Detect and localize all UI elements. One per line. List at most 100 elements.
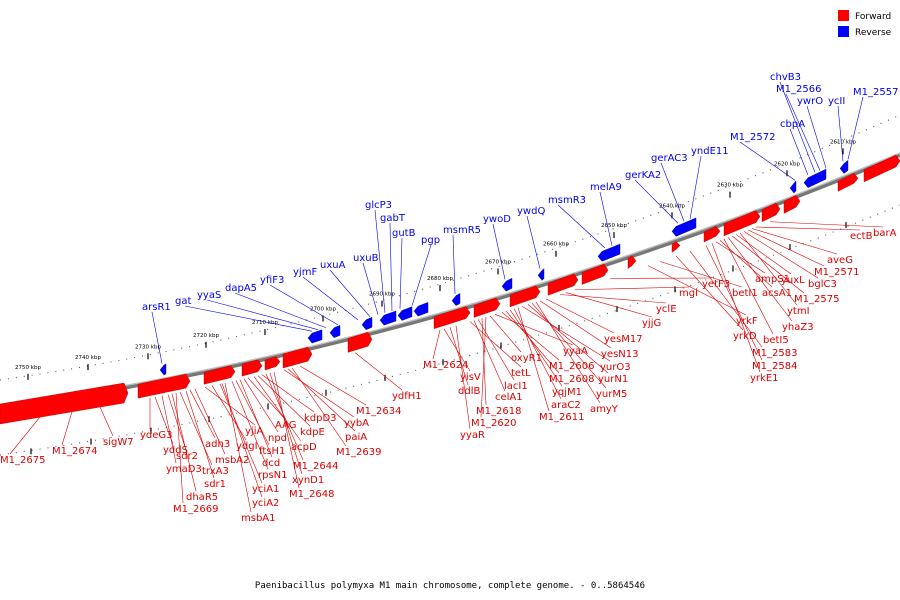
reverse-leader-line — [779, 81, 816, 173]
forward-gene-label: M1_2571 — [814, 267, 859, 278]
forward-gene-label: trxA3 — [202, 466, 229, 477]
forward-gene-label: yuxL — [781, 275, 805, 286]
forward-leader-line — [723, 238, 774, 335]
forward-leader-line — [161, 395, 177, 464]
reverse-gene-label: gutB — [392, 228, 416, 239]
forward-leader-line — [477, 319, 515, 381]
forward-leader-line — [189, 389, 216, 439]
forward-leader-line — [235, 380, 270, 446]
forward-gene-block — [761, 202, 781, 223]
tick-label: 2720 kbp — [193, 333, 219, 339]
legend-reverse-label: Reverse — [855, 28, 892, 38]
legend-reverse-swatch — [838, 26, 849, 37]
forward-gene-label: ftsH1 — [259, 446, 285, 457]
reverse-gene-block — [597, 243, 621, 262]
reverse-gene-block — [307, 329, 323, 344]
forward-leader-line — [659, 261, 743, 288]
forward-leader-line — [755, 226, 861, 231]
forward-gene-label: mgl — [679, 288, 698, 299]
reverse-leader-line — [526, 215, 541, 269]
forward-leader-line — [494, 314, 574, 346]
forward-gene-label: betI5 — [763, 335, 789, 346]
reverse-gene-label: ywoD — [483, 214, 511, 225]
forward-leader-line — [521, 305, 611, 362]
forward-gene-label: msbA1 — [241, 513, 276, 524]
forward-leader-line — [739, 232, 798, 306]
reverse-gene-label: ywdQ — [517, 206, 545, 217]
reverse-gene-label: yjmF — [293, 267, 317, 278]
forward-gene-label: amyY — [590, 404, 619, 415]
forward-gene-label: ydfH1 — [392, 391, 422, 402]
forward-gene-block — [203, 365, 236, 385]
reverse-leader-line — [411, 244, 432, 306]
tick-label: 2690 kbp — [369, 292, 395, 298]
leader-lines — [9, 81, 884, 513]
forward-leader-line — [283, 369, 355, 418]
forward-leader-line — [711, 243, 761, 373]
reverse-gene-label: gerKA2 — [625, 170, 661, 181]
legend-forward-label: Forward — [855, 12, 891, 22]
forward-gene-label: M1_2675 — [0, 455, 45, 466]
forward-gene-label: ytmI — [787, 306, 810, 317]
reverse-gene-block — [671, 217, 697, 237]
forward-gene-label: AAG — [275, 420, 297, 431]
forward-leader-line — [291, 367, 347, 447]
forward-gene-block — [863, 154, 900, 183]
forward-gene-label: yddS — [163, 445, 188, 456]
forward-leader-line — [473, 320, 506, 392]
forward-leader-line — [99, 406, 114, 437]
legend-forward-swatch — [838, 10, 849, 21]
forward-gene-label: ydeG3 — [140, 430, 173, 441]
forward-leader-line — [449, 327, 469, 386]
legend: Forward Reverse — [838, 10, 892, 38]
forward-gene-block — [241, 359, 263, 377]
forward-leader-line — [287, 368, 356, 432]
reverse-leader-line — [837, 105, 844, 162]
chromosome-backbone — [0, 152, 900, 407]
reverse-leader-line — [599, 191, 613, 246]
reverse-gene-label: gerAC3 — [651, 153, 688, 164]
forward-leader-line — [747, 229, 825, 267]
forward-leader-line — [247, 377, 286, 420]
forward-gene-label: msbA2 — [215, 455, 250, 466]
forward-gene-block — [0, 382, 129, 425]
reverse-gene-label: ycII — [828, 96, 845, 107]
reverse-gene-label: gabT — [380, 213, 406, 224]
reverse-leader-line — [789, 128, 809, 176]
forward-gene-label: M1_2606 — [549, 361, 594, 372]
forward-gene-label: M1_2644 — [293, 461, 338, 472]
forward-gene-block — [264, 356, 281, 371]
forward-gene-label: yurN1 — [598, 374, 628, 385]
forward-leader-line — [469, 321, 522, 368]
forward-gene-label: yjiA — [245, 426, 263, 437]
reverse-leader-line — [806, 105, 827, 169]
reverse-gene-label: uxuA — [320, 260, 346, 271]
forward-leader-line — [559, 294, 667, 304]
reverse-gene-block — [839, 159, 849, 174]
forward-leader-line — [185, 390, 215, 479]
forward-gene-label: yrkF — [736, 316, 758, 327]
forward-leader-line — [505, 310, 560, 374]
forward-gene-label: ymaD3 — [166, 464, 202, 475]
forward-gene-label: M1_2669 — [173, 504, 218, 515]
forward-gene-block — [671, 241, 681, 253]
forward-leader-line — [565, 292, 653, 318]
forward-leader-line — [647, 265, 747, 316]
forward-gene-label: yurM5 — [596, 389, 627, 400]
forward-gene-label: yrkE1 — [750, 373, 779, 384]
forward-gene-label: sdr1 — [204, 479, 226, 490]
reverse-gene-label: yyaS — [197, 290, 221, 301]
forward-leader-line — [455, 325, 471, 430]
forward-gene-label: ddlB — [458, 386, 480, 397]
forward-gene-label: M1_2608 — [549, 374, 594, 385]
forward-gene-label: yisV — [460, 372, 481, 383]
forward-gene-label: M1_2575 — [794, 294, 839, 305]
forward-leader-line — [501, 311, 560, 361]
forward-leader-line — [354, 352, 403, 391]
tick-label: 2750 kbp — [15, 365, 41, 371]
tick-label: 2700 kbp — [310, 307, 336, 313]
forward-gene-label: kdpD3 — [304, 413, 337, 424]
forward-leader-line — [224, 382, 252, 513]
reverse-gene-label: msmR3 — [548, 195, 586, 206]
forward-leader-line — [243, 378, 279, 433]
